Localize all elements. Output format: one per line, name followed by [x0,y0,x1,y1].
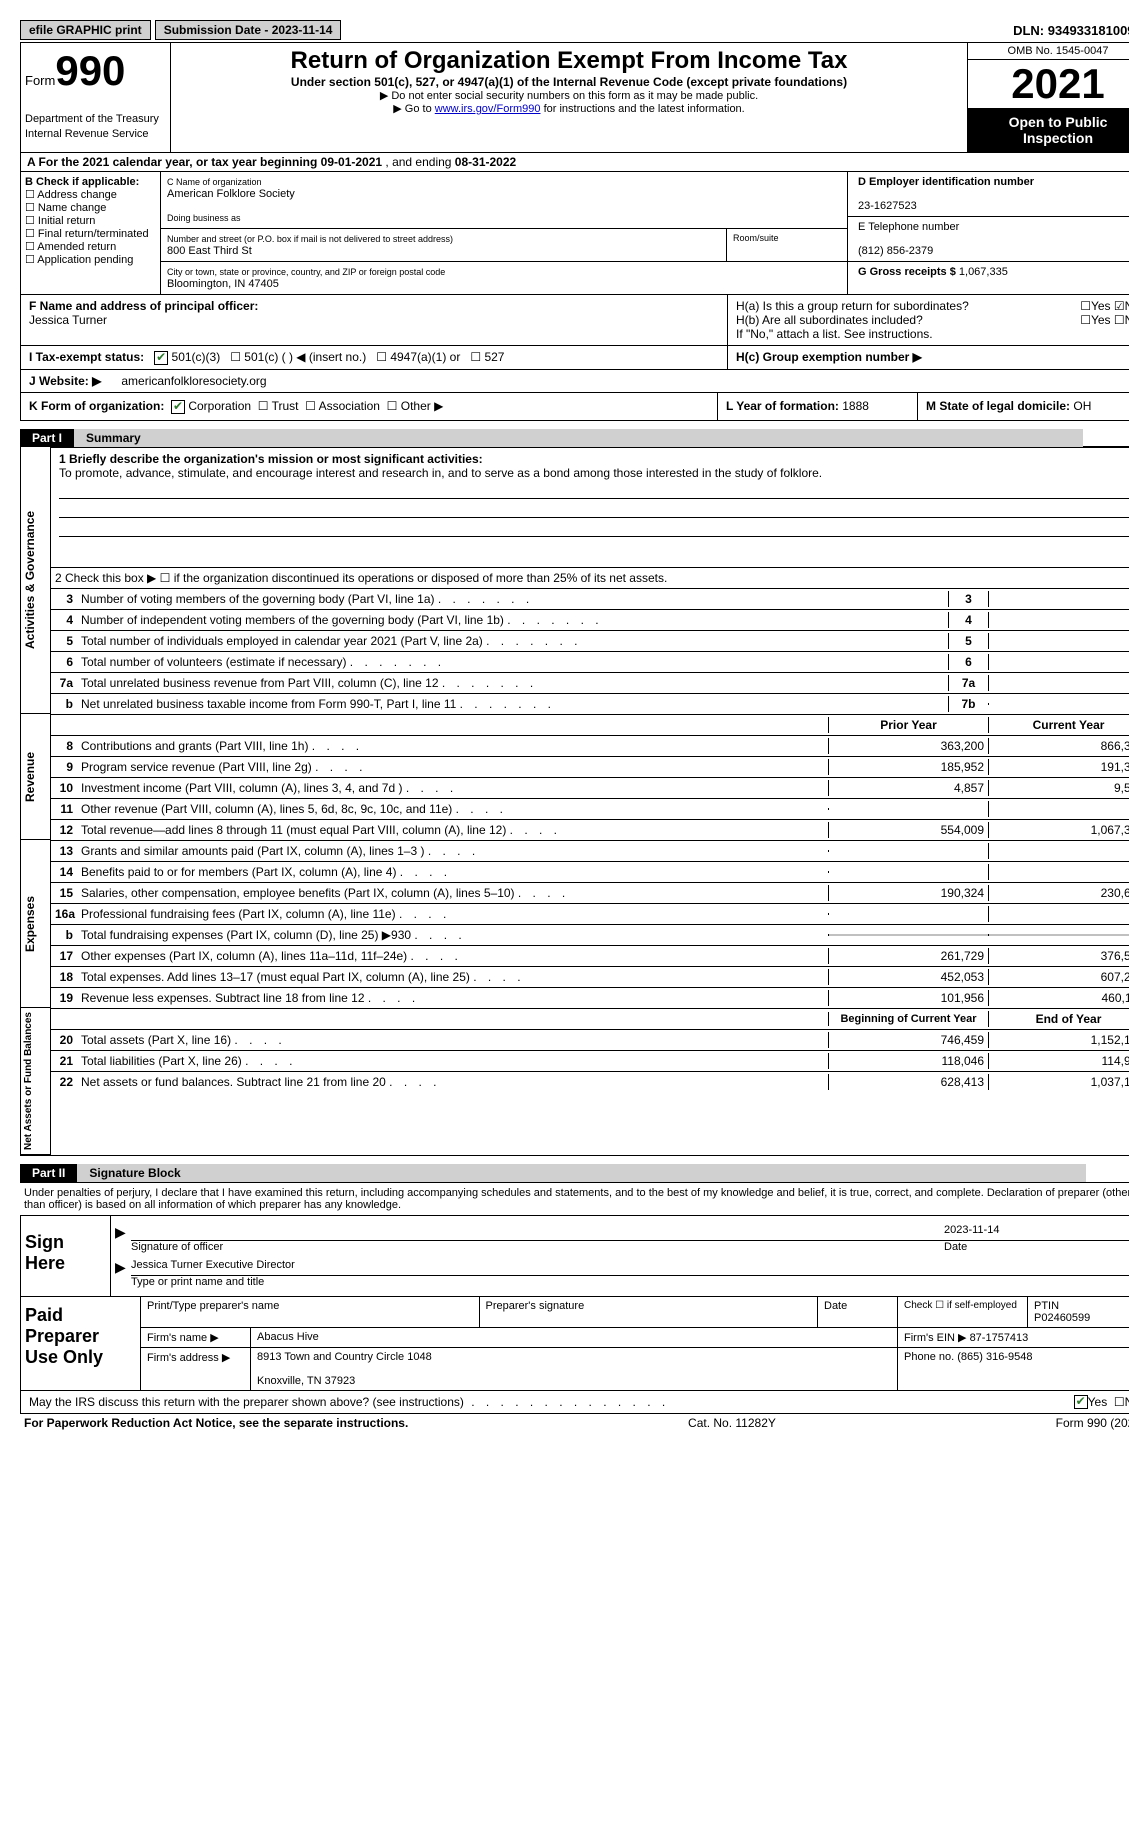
row-j: J Website: ▶ americanfolkloresociety.org [20,370,1129,393]
line-b: bNet unrelated business taxable income f… [51,693,1129,714]
line-21: 21Total liabilities (Part X, line 26) . … [51,1050,1129,1071]
line-9: 9Program service revenue (Part VIII, lin… [51,756,1129,777]
year-box: OMB No. 1545-0047 2021 Open to Public In… [968,43,1129,152]
col-header: Prior YearCurrent Year [51,714,1129,735]
line-4: 4Number of independent voting members of… [51,609,1129,630]
line-8: 8Contributions and grants (Part VIII, li… [51,735,1129,756]
form-title: Return of Organization Exempt From Incom… [175,47,963,75]
form-title-cell: Return of Organization Exempt From Incom… [171,43,968,152]
summary: Activities & Governance 1 Briefly descri… [20,446,1129,1156]
efile-btn[interactable]: efile GRAPHIC print [20,20,151,40]
discuss-row: May the IRS discuss this return with the… [20,1391,1129,1414]
line-10: 10Investment income (Part VIII, column (… [51,777,1129,798]
part1-header: Part ISummary [20,421,1129,447]
line-13: 13Grants and similar amounts paid (Part … [51,840,1129,861]
form-header: Form990 Department of the Treasury Inter… [20,42,1129,153]
line-17: 17Other expenses (Part IX, column (A), l… [51,945,1129,966]
vlabel-rev: Revenue [21,714,51,840]
line-5: 5Total number of individuals employed in… [51,630,1129,651]
vlabel-ag: Activities & Governance [21,447,51,714]
line-19: 19Revenue less expenses. Subtract line 1… [51,987,1129,1008]
line-11: 11Other revenue (Part VIII, column (A), … [51,798,1129,819]
line-1: 1 Briefly describe the organization's mi… [51,447,1129,567]
paid-preparer: Paid Preparer Use Only Print/Type prepar… [20,1297,1129,1391]
vlabel-exp: Expenses [21,840,51,1008]
subdate-btn[interactable]: Submission Date - 2023-11-14 [155,20,342,40]
footer: For Paperwork Reduction Act Notice, see … [20,1414,1129,1432]
line-12: 12Total revenue—add lines 8 through 11 (… [51,819,1129,840]
row-klm: K Form of organization: ✔ Corporation ☐ … [20,393,1129,421]
row-fh: F Name and address of principal officer:… [20,295,1129,346]
line-3: 3Number of voting members of the governi… [51,588,1129,609]
irs-link[interactable]: www.irs.gov/Form990 [435,103,541,115]
line-7a: 7aTotal unrelated business revenue from … [51,672,1129,693]
row-ij-hc: I Tax-exempt status: ✔ 501(c)(3) ☐ 501(c… [20,346,1129,370]
col-deg: D Employer identification number23-16275… [848,172,1129,294]
vlabel-net: Net Assets or Fund Balances [21,1008,51,1155]
line-6: 6Total number of volunteers (estimate if… [51,651,1129,672]
line-18: 18Total expenses. Add lines 13–17 (must … [51,966,1129,987]
line-22: 22Net assets or fund balances. Subtract … [51,1071,1129,1092]
line-16a: 16aProfessional fundraising fees (Part I… [51,903,1129,924]
row-a: A For the 2021 calendar year, or tax yea… [20,153,1129,172]
line-14: 14Benefits paid to or for members (Part … [51,861,1129,882]
sign-here: Sign Here ▶ 2023-11-14 Signature of offi… [20,1215,1129,1297]
form-id: Form990 Department of the Treasury Inter… [21,43,171,152]
perjury-decl: Under penalties of perjury, I declare th… [20,1182,1129,1215]
line-2: 2 Check this box ▶ ☐ if the organization… [51,567,1129,588]
section-bcdeg: B Check if applicable: ☐ Address change☐… [20,172,1129,295]
line-b: bTotal fundraising expenses (Part IX, co… [51,924,1129,945]
col-header2: Beginning of Current YearEnd of Year [51,1008,1129,1029]
line-20: 20Total assets (Part X, line 16) . . . .… [51,1029,1129,1050]
top-bar: efile GRAPHIC print Submission Date - 20… [20,20,1129,40]
part2-header: Part IISignature Block [20,1156,1129,1182]
col-b: B Check if applicable: ☐ Address change☐… [21,172,161,294]
line-15: 15Salaries, other compensation, employee… [51,882,1129,903]
col-c: C Name of organizationAmerican Folklore … [161,172,848,294]
dln: DLN: 93493318100903 [1013,23,1129,38]
